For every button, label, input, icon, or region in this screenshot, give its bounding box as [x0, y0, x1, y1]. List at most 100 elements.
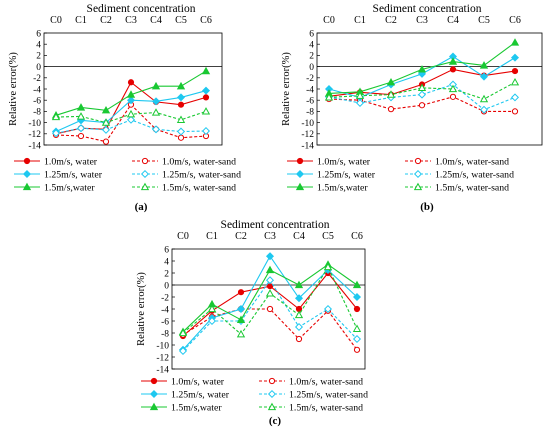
- y-tick-label: -4: [161, 305, 169, 315]
- y-tick-label: 6: [164, 245, 169, 255]
- legend-label: 1.25m/s, water-sand: [289, 390, 368, 401]
- x-tick-label: C4: [447, 15, 459, 26]
- y-tick-label: -8: [33, 108, 41, 118]
- data-point: [151, 97, 161, 106]
- legend-label: 1.5m/s,water: [171, 403, 222, 414]
- legend-label: 1.5m/s, water-sand: [435, 183, 509, 194]
- panel-a: Sediment concentration C0 C1 C2 C3 C4 C5 C6 6 420…: [8, 3, 241, 213]
- y-tick-label: -12: [156, 353, 169, 363]
- legend-label: 1.5m/s,water: [317, 183, 368, 194]
- y-tick-label: 0: [309, 63, 314, 73]
- legend-label: 1.0m/s, water-sand: [162, 157, 236, 168]
- x-tick-label: C6: [351, 231, 363, 242]
- data-point: [265, 276, 275, 285]
- legend-marker: [22, 182, 32, 191]
- data-point: [352, 334, 362, 344]
- x-tick-label: C6: [200, 15, 212, 26]
- legend-label: 1.5m/s,water: [44, 183, 95, 194]
- x-tick-label: C4: [150, 15, 162, 26]
- data-point: [511, 67, 519, 75]
- data-point: [178, 346, 188, 356]
- x-tick-label: C2: [235, 231, 247, 242]
- data-point: [417, 83, 427, 92]
- data-point: [151, 125, 161, 134]
- data-point: [177, 101, 185, 108]
- legend-marker: [140, 169, 150, 179]
- data-point: [510, 53, 520, 62]
- x-tick-label: C5: [478, 15, 490, 26]
- data-point: [101, 105, 111, 114]
- data-point: [479, 72, 489, 81]
- data-point: [178, 328, 188, 337]
- data-point: [265, 289, 275, 297]
- data-point: [510, 38, 520, 46]
- y-tick-label: -10: [156, 341, 169, 351]
- data-point: [387, 106, 395, 113]
- x-tick-label: C5: [175, 15, 187, 26]
- legend-label: 1.0m/s, water: [171, 377, 225, 388]
- y-axis-label: Relative error(%): [8, 52, 19, 126]
- chart-title: Sediment concentration: [87, 3, 196, 15]
- data-point: [126, 90, 136, 98]
- x-tick-label: C3: [125, 15, 137, 26]
- legend-marker: [414, 157, 422, 165]
- y-tick-label: 6: [36, 29, 41, 39]
- x-tick-label: C0: [323, 15, 335, 26]
- data-point: [386, 77, 396, 86]
- chart-title: Sediment concentration: [221, 219, 330, 231]
- data-point: [126, 96, 136, 105]
- data-point: [201, 66, 211, 75]
- data-point: [201, 126, 211, 136]
- data-point: [201, 107, 211, 115]
- data-point: [237, 289, 245, 296]
- legend-marker: [413, 182, 423, 191]
- x-tick-label: C0: [177, 231, 189, 242]
- legend-label: 1.0m/s, water: [317, 157, 371, 168]
- y-tick-label: -14: [28, 141, 41, 151]
- y-tick-label: -12: [301, 130, 314, 140]
- data-point: [127, 79, 135, 86]
- data-point: [479, 94, 489, 103]
- legend-marker: [295, 182, 305, 191]
- y-tick-label: -14: [156, 365, 169, 375]
- series-line: [182, 308, 358, 351]
- x-tick-label: C0: [50, 15, 62, 26]
- y-tick-label: 2: [36, 52, 41, 62]
- legend-marker: [296, 157, 304, 165]
- data-point: [266, 305, 274, 313]
- x-tick-label: C2: [100, 15, 112, 26]
- legend-marker: [267, 402, 277, 411]
- data-point: [126, 115, 136, 124]
- panel-b: Sediment concentration C0 C1 C2 C3 C4 C5 C6 6 420…: [281, 3, 543, 213]
- legend-marker: [150, 377, 158, 385]
- legend-label: 1.25m/s, water: [171, 390, 230, 401]
- data-point: [201, 86, 211, 95]
- data-point: [151, 81, 161, 90]
- data-point: [355, 98, 365, 108]
- y-axis-label: Relative error(%): [281, 52, 292, 126]
- data-point: [101, 118, 111, 126]
- data-point: [294, 322, 304, 332]
- legend-marker: [23, 157, 31, 165]
- y-tick-label: 0: [36, 63, 41, 73]
- x-tick-label: C1: [354, 15, 366, 26]
- data-point: [511, 108, 519, 115]
- data-point: [355, 91, 365, 99]
- legend-label: 1.25m/s, water-sand: [162, 170, 241, 181]
- legend-marker: [267, 389, 277, 399]
- data-point: [294, 294, 304, 303]
- y-tick-label: -4: [306, 85, 314, 95]
- y-axis-label: Relative error(%): [136, 272, 147, 346]
- legend-marker: [268, 377, 276, 385]
- y-tick-label: -8: [161, 329, 169, 339]
- legend-label: 1.0m/s, water-sand: [289, 377, 363, 388]
- data-point: [51, 129, 61, 138]
- y-tick-label: -2: [33, 74, 41, 84]
- data-point: [177, 134, 185, 141]
- data-point: [126, 109, 136, 118]
- data-point: [449, 93, 457, 100]
- y-tick-label: -14: [301, 141, 314, 151]
- data-point: [151, 108, 161, 116]
- legend-marker: [22, 169, 32, 179]
